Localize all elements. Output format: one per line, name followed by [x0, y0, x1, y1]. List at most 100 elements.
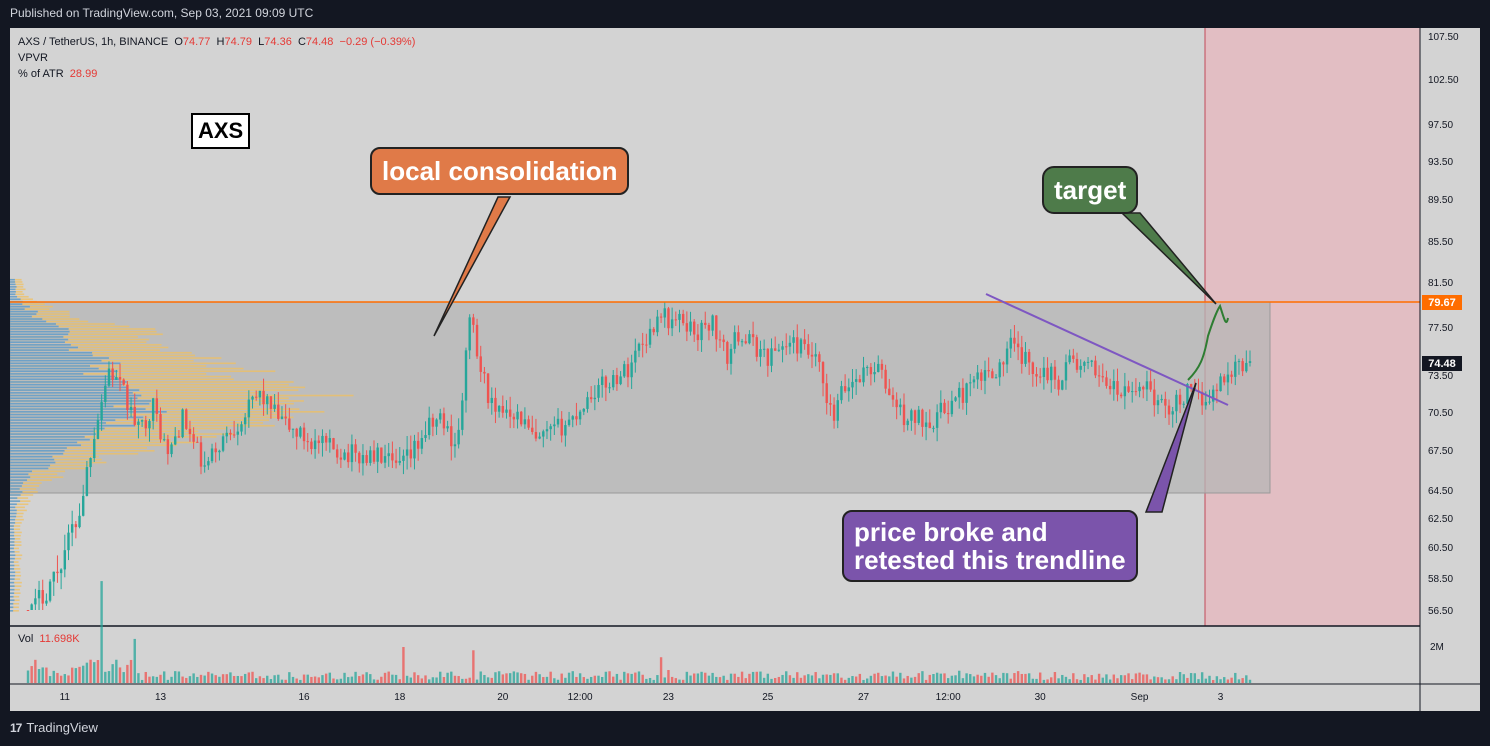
volume-bar	[372, 679, 376, 683]
chart-canvas[interactable]: 107.50 102.50 97.50 93.50 89.50 85.50 81.50 77.…	[9, 28, 1480, 711]
candle-down	[475, 324, 479, 357]
candle-down	[1108, 385, 1112, 390]
chart-frame[interactable]: 107.50 102.50 97.50 93.50 89.50 85.50 81.50 77.…	[9, 28, 1480, 711]
candle-down	[1167, 405, 1171, 415]
vpvr-bar-down	[10, 394, 354, 397]
volume-bar	[836, 673, 839, 683]
volume-bar	[943, 673, 946, 683]
candle-down	[306, 441, 309, 443]
legend-open: 74.77	[182, 36, 211, 48]
vpvr-bar-down	[10, 599, 20, 602]
footer-brand-text: TradingView	[26, 720, 98, 735]
legend-atr-row[interactable]: % of ATR 28.99	[18, 66, 415, 82]
vpvr-bar-up	[10, 606, 14, 609]
volume-bar	[556, 679, 560, 683]
time-tick-label: 16	[298, 692, 310, 703]
vpvr-bar-up	[10, 467, 49, 470]
candle-down	[884, 369, 887, 389]
volume-bar	[906, 675, 909, 683]
vpvr-bar-down	[10, 541, 22, 543]
candle-up	[854, 379, 858, 382]
vpvr-bar-down	[10, 341, 147, 343]
candle-up	[1024, 351, 1027, 364]
volume-label: Vol	[18, 633, 34, 645]
candle-up	[361, 455, 365, 464]
volume-bar	[1127, 673, 1130, 683]
vpvr-bar-up	[10, 419, 116, 421]
volume-bar	[1042, 679, 1046, 683]
volume-bar	[210, 673, 214, 683]
candle-up	[1182, 403, 1185, 405]
volume-legend[interactable]: Vol 11.698K	[18, 633, 80, 645]
volume-bar	[1112, 674, 1116, 683]
candle-up	[170, 444, 173, 455]
vpvr-bar-down	[10, 288, 26, 291]
candle-up	[490, 397, 493, 404]
vpvr-bar-up	[10, 283, 16, 286]
candle-down	[409, 449, 412, 459]
volume-bar	[185, 677, 188, 683]
candle-down	[185, 409, 188, 429]
candle-down	[159, 413, 162, 440]
vpvr-bar-up	[10, 367, 99, 370]
vpvr-bar-down	[10, 528, 21, 531]
trendline-callout-line1: price broke and	[854, 517, 1048, 547]
volume-bar	[483, 674, 486, 683]
target-callout[interactable]: target	[1042, 166, 1139, 214]
vpvr-bar-down	[10, 318, 80, 320]
candle-down	[56, 571, 59, 574]
candle-down	[534, 431, 538, 439]
legend-vpvr[interactable]: VPVR	[18, 52, 48, 64]
vpvr-bar-up	[10, 318, 43, 320]
candle-down	[696, 334, 700, 341]
vpvr-bar-down	[10, 338, 150, 341]
legend-change: −0.29 (−0.39%)	[339, 36, 416, 48]
volume-bar	[295, 678, 298, 683]
volume-bar	[961, 678, 965, 683]
volume-bar	[1237, 679, 1241, 683]
candle-down	[317, 440, 320, 444]
volume-bar	[501, 674, 505, 683]
candle-down	[980, 372, 983, 381]
volume-bar	[1171, 676, 1174, 683]
candle-down	[1072, 355, 1075, 359]
candle-up	[1175, 394, 1178, 412]
vpvr-bar-up	[10, 541, 15, 543]
target-projection	[1187, 303, 1229, 381]
candle-down	[560, 418, 563, 436]
volume-bar	[656, 675, 659, 683]
candle-up	[52, 571, 55, 582]
volume-bar	[1134, 673, 1138, 683]
volume-bar	[1020, 673, 1023, 683]
candle-up	[538, 436, 541, 439]
candle-up	[866, 367, 869, 369]
candle-down	[1153, 389, 1156, 406]
trendline-retest-callout[interactable]: price broke and retested this trendline	[842, 510, 1138, 582]
ticker-label-box[interactable]: AXS	[191, 113, 251, 149]
vpvr-bar-up	[10, 458, 55, 461]
volume-bar	[1230, 677, 1233, 683]
candle-up	[836, 400, 839, 421]
candle-up	[976, 372, 979, 380]
vpvr-bar-up	[10, 561, 14, 563]
volume-bar	[82, 665, 85, 683]
vpvr-bar-down	[10, 551, 20, 553]
vpvr-bar-down	[10, 564, 20, 567]
candle-up	[1079, 365, 1082, 370]
vpvr-bar-up	[10, 588, 15, 591]
candle-down	[704, 322, 707, 325]
volume-bar	[950, 675, 954, 683]
candle-up	[689, 321, 692, 332]
candle-down	[347, 452, 350, 463]
vpvr-bar-down	[10, 310, 70, 313]
time-axis-ticks: 11 13 16 18 20 12:00 23 25 27 12:00 30 Sep 3	[60, 692, 1224, 703]
volume-bar	[781, 674, 784, 683]
candle-down	[1002, 362, 1005, 365]
footer-brand[interactable]: 17 TradingView	[10, 720, 98, 735]
candle-down	[751, 334, 755, 338]
trendline[interactable]	[985, 293, 1229, 406]
legend-symbol[interactable]: AXS / TetherUS, 1h, BINANCE	[18, 36, 169, 48]
volume-bar	[726, 679, 729, 683]
local-consolidation-callout[interactable]: local consolidation	[370, 147, 630, 195]
vpvr-bar-up	[10, 344, 71, 346]
